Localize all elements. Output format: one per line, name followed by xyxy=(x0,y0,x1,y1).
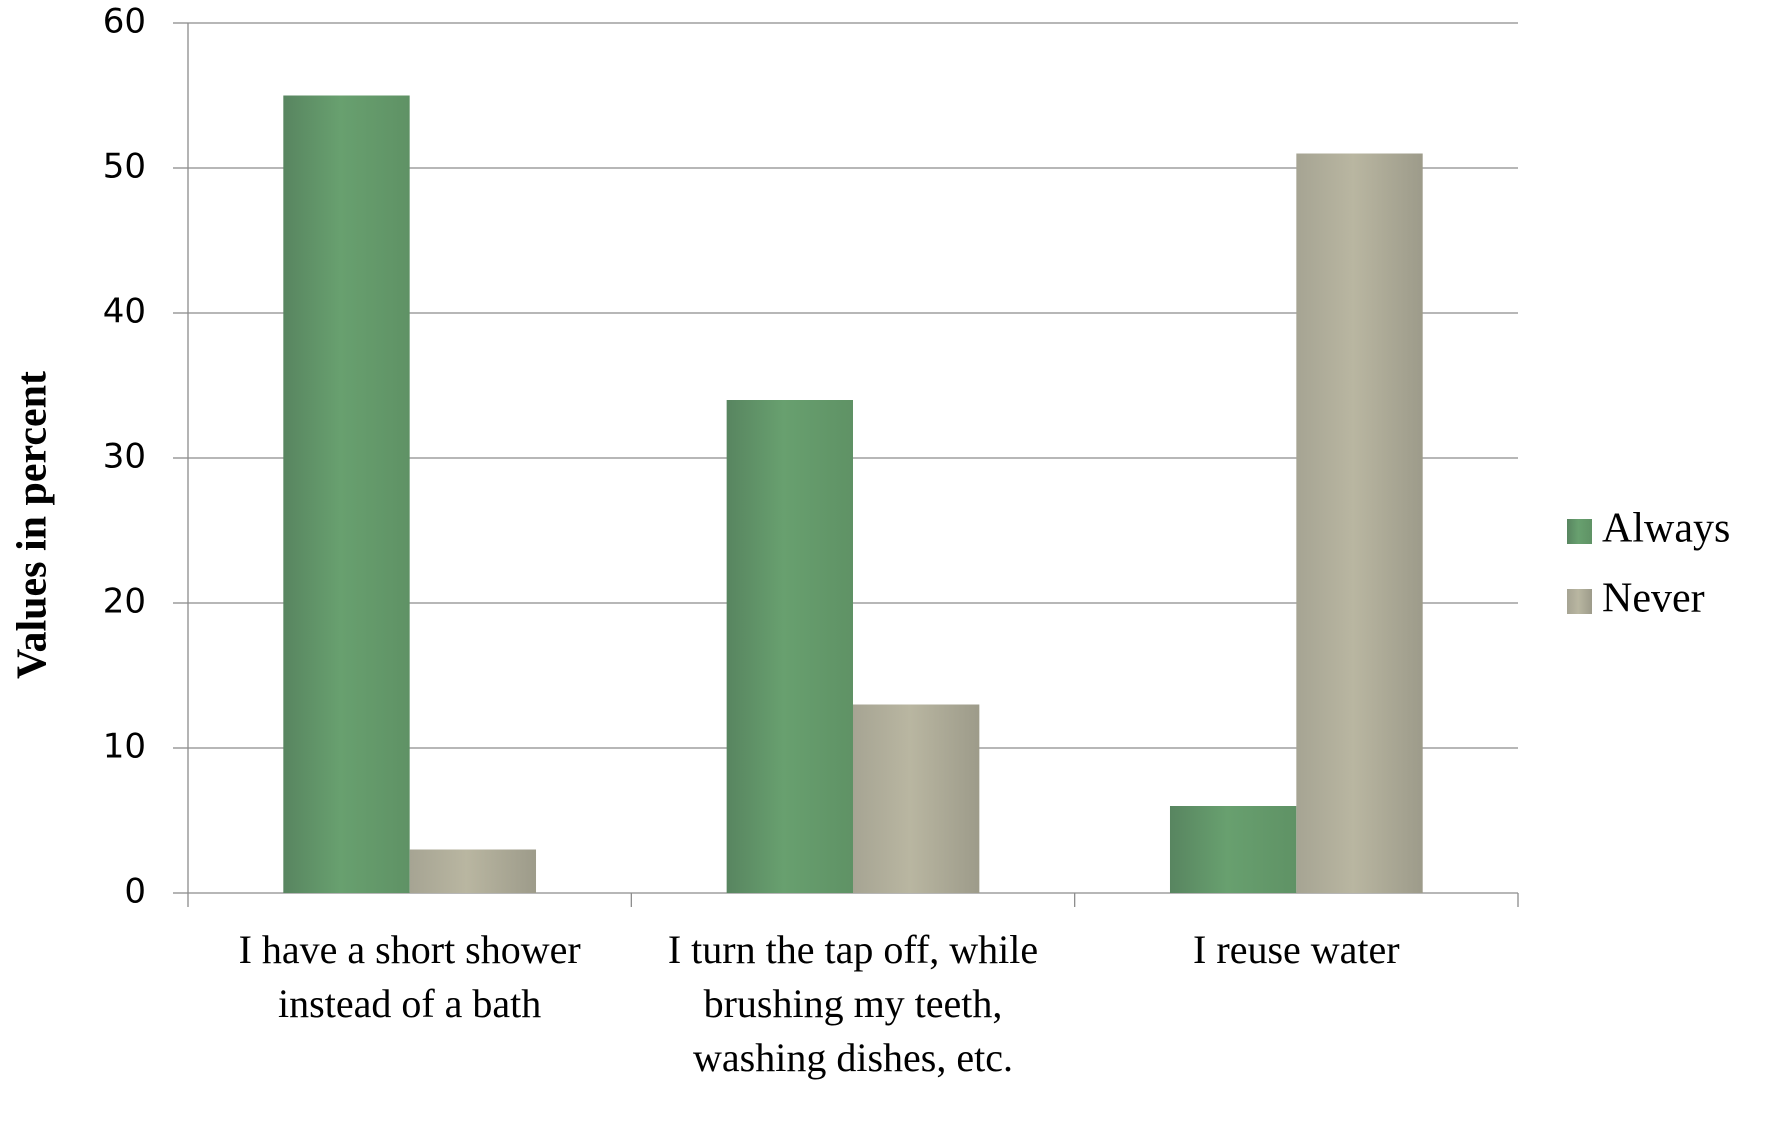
legend-label: Always xyxy=(1602,506,1730,552)
bar xyxy=(409,849,537,893)
y-tick-label: 40 xyxy=(103,292,146,332)
y-tick-label: 60 xyxy=(103,2,146,42)
y-tick-label: 30 xyxy=(103,437,146,477)
x-tick-label: I reuse water xyxy=(1193,927,1400,972)
bar xyxy=(726,400,853,893)
bar xyxy=(283,95,410,893)
y-tick-label: 10 xyxy=(103,727,146,767)
bar xyxy=(853,704,980,893)
bar xyxy=(1169,806,1297,893)
y-tick-label: 50 xyxy=(103,147,146,187)
y-tick-label: 0 xyxy=(124,872,146,912)
legend-swatch xyxy=(1567,589,1592,614)
y-tick-label: 20 xyxy=(103,582,146,622)
legend-swatch xyxy=(1567,519,1592,544)
bar xyxy=(1296,153,1423,893)
y-axis-title: Values in percent xyxy=(10,371,56,679)
x-tick-label: I have a short shower instead of a bath xyxy=(238,927,581,1026)
x-tick-label: I turn the tap off, while brushing my te… xyxy=(667,927,1039,1080)
legend-label: Never xyxy=(1602,576,1705,622)
